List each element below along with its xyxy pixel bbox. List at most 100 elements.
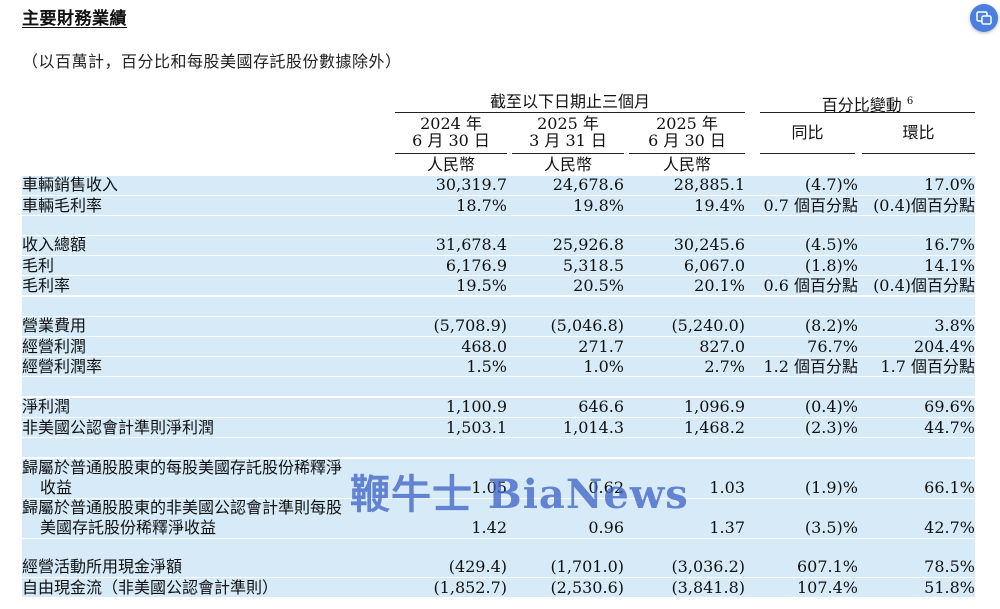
row-label-continued: 美國存託股份稀釋淨收益 (40, 518, 217, 537)
row-label: 經營活動所用現金淨額 (22, 557, 183, 576)
header-yoy: 同比 (791, 123, 824, 142)
header-rule (760, 153, 855, 154)
cell-yoy: 1.2 個百分點 (763, 357, 858, 376)
cell-qoq: 78.5% (924, 557, 975, 576)
period-date: 3 月 31 日 (529, 131, 607, 150)
row-band (22, 256, 975, 275)
row-band (22, 558, 975, 577)
cell-v3: (3,841.8) (671, 578, 745, 597)
cell-qoq: 204.4% (913, 337, 975, 356)
row-band (22, 236, 975, 255)
cell-v3: 1,468.2 (683, 418, 745, 437)
row-band (22, 398, 975, 417)
cell-v2: 1,014.3 (562, 418, 624, 437)
currency-label: 人民幣 (662, 155, 711, 174)
row-band (22, 276, 975, 295)
cell-v2: 5,318.5 (562, 256, 624, 275)
cell-v1: 18.7% (456, 196, 507, 215)
row-band (22, 176, 975, 195)
cell-v1: 1.42 (471, 518, 507, 537)
footnote-marker: 6 (906, 96, 914, 107)
row-label: 毛利率 (22, 276, 71, 295)
cell-v3: 1,096.9 (683, 397, 745, 416)
cell-v1: (1,852.7) (433, 578, 507, 597)
header-group-right-label: 百分比變動 (821, 95, 902, 115)
row-label: 非美國公認會計準則淨利潤 (22, 418, 215, 437)
cell-qoq: 1.7 個百分點 (880, 357, 975, 376)
watermark: 鞭牛士 BiaNews (350, 471, 689, 518)
cell-v3: 20.1% (694, 276, 745, 295)
row-band (22, 418, 975, 437)
row-band (22, 196, 975, 215)
cell-v3: 28,885.1 (673, 175, 745, 194)
cell-v2: 24,678.6 (552, 175, 624, 194)
cell-v3: (3,036.2) (671, 557, 745, 576)
page-title: 主要財務業績 (22, 9, 127, 29)
cell-v2: (5,046.8) (550, 316, 624, 335)
header-rule (512, 153, 624, 154)
row-band (22, 377, 975, 396)
cell-v2: 271.7 (578, 337, 624, 356)
row-label: 自由現金流（非美國公認會計準則） (22, 578, 279, 597)
row-band (22, 499, 975, 538)
header-group-left: 截至以下日期止三個月 (489, 92, 650, 111)
cell-yoy: (4.5)% (804, 235, 858, 254)
cell-v2: 19.8% (573, 196, 624, 215)
header-rule (395, 153, 507, 154)
cell-v2: 646.6 (578, 397, 624, 416)
row-label: 營業費用 (22, 316, 87, 335)
cell-v2: 0.62 (588, 478, 624, 497)
cell-v1: 6,176.9 (445, 256, 507, 275)
cell-yoy: (1.8)% (804, 256, 858, 275)
cell-qoq: 44.7% (924, 418, 975, 437)
row-band (22, 297, 975, 316)
cell-qoq: (0.4)個百分點 (873, 196, 975, 215)
cell-qoq: 16.7% (924, 235, 975, 254)
header-group-right: 百分比變動 6 (760, 93, 975, 113)
cell-qoq: 51.8% (924, 578, 975, 597)
cell-v1: 31,678.4 (435, 235, 507, 254)
cell-v2: 25,926.8 (552, 235, 624, 254)
translate-icon[interactable] (970, 4, 998, 32)
row-band (22, 216, 975, 235)
cell-yoy: (2.3)% (804, 418, 858, 437)
period-header-3: 2025 年 6 月 30 日 (629, 115, 745, 149)
cell-yoy: 607.1% (796, 557, 858, 576)
row-label: 車輛銷售收入 (22, 175, 119, 194)
cell-v1: (429.4) (448, 557, 507, 576)
cell-v3: (5,240.0) (671, 316, 745, 335)
row-band (22, 317, 975, 336)
cell-yoy: (3.5)% (804, 518, 858, 537)
header-rule (629, 153, 745, 154)
cell-v3: 30,245.6 (673, 235, 745, 254)
cell-yoy: 107.4% (796, 578, 858, 597)
currency-label: 人民幣 (426, 155, 475, 174)
period-year: 2025 年 (656, 114, 718, 133)
row-label: 經營利潤率 (22, 357, 103, 376)
row-label-continued: 收益 (40, 478, 73, 497)
cell-qoq: 14.1% (924, 256, 975, 275)
cell-v3: 6,067.0 (683, 256, 745, 275)
row-label: 毛利 (22, 256, 55, 275)
cell-qoq: 66.1% (924, 478, 975, 497)
cell-yoy: (0.4)% (804, 397, 858, 416)
cell-qoq: (0.4)個百分點 (873, 276, 975, 295)
row-band (22, 539, 975, 558)
period-date: 6 月 30 日 (648, 131, 726, 150)
currency-label: 人民幣 (543, 155, 592, 174)
cell-v1: 1,100.9 (445, 397, 507, 416)
period-header-2: 2025 年 3 月 31 日 (512, 115, 624, 149)
cell-v2: 1.0% (583, 357, 624, 376)
cell-v3: 827.0 (699, 337, 745, 356)
period-year: 2025 年 (537, 114, 599, 133)
cell-v2: (1,701.0) (550, 557, 624, 576)
row-band (22, 337, 975, 356)
cell-v2: (2,530.6) (550, 578, 624, 597)
row-label: 歸屬於普通股股東的每股美國存託股份稀釋淨 (22, 458, 343, 477)
cell-yoy: (8.2)% (804, 316, 858, 335)
cell-qoq: 17.0% (924, 175, 975, 194)
row-band (22, 578, 975, 597)
header-rule (862, 153, 975, 154)
cell-v1: 1.05 (471, 478, 507, 497)
cell-yoy: (4.7)% (804, 175, 858, 194)
